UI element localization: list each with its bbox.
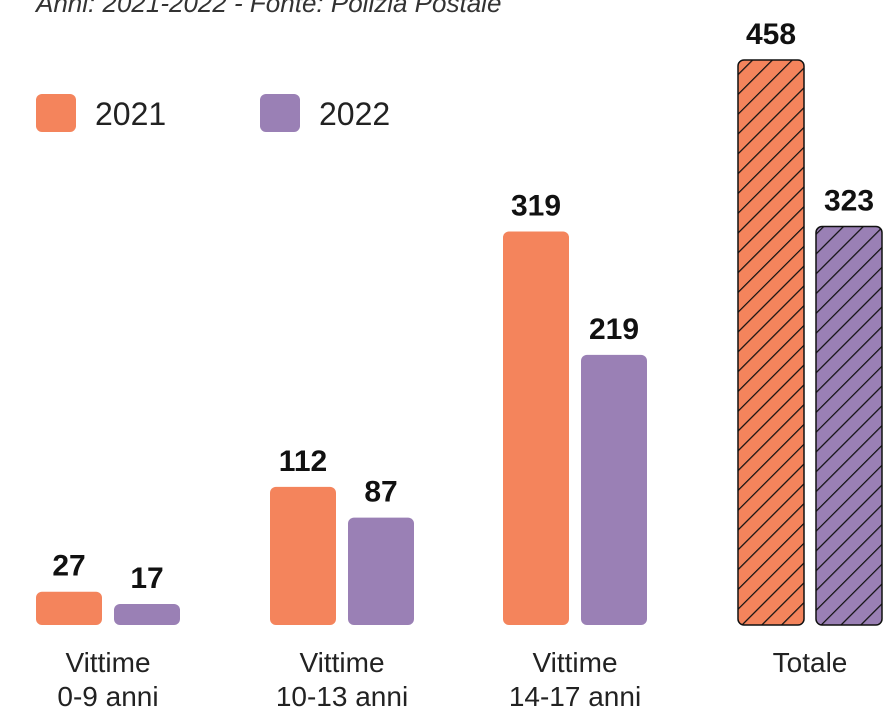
category-label: Vittime 10-13 anni: [275, 647, 409, 712]
value-label: 458: [746, 18, 796, 51]
legend-swatch: [260, 94, 300, 132]
bar: [270, 486, 336, 625]
value-label: 27: [52, 550, 85, 583]
value-label: 17: [130, 562, 163, 595]
value-label: 323: [824, 185, 874, 218]
value-label: 87: [364, 476, 397, 509]
category-label: Vittime 14-17 anni: [508, 647, 642, 712]
legend-label: 2021: [95, 96, 166, 132]
bar: [114, 604, 180, 625]
subtitle: Anni: 2021-2022 - Fonte: Polizia Postale: [34, 0, 501, 18]
legend-label: 2022: [319, 96, 390, 132]
bar: [581, 354, 647, 625]
bar: [503, 231, 569, 625]
value-label: 219: [589, 313, 639, 346]
bar: [348, 517, 414, 625]
bar-hatch: [737, 59, 805, 626]
category-label: Vittime 0-9 anni: [57, 647, 159, 712]
category-label: Totale: [772, 647, 848, 678]
legend-swatch: [36, 94, 76, 132]
value-label: 319: [511, 189, 561, 222]
value-label: 112: [279, 445, 327, 478]
bar: [36, 591, 102, 625]
bar-hatch: [815, 225, 883, 626]
